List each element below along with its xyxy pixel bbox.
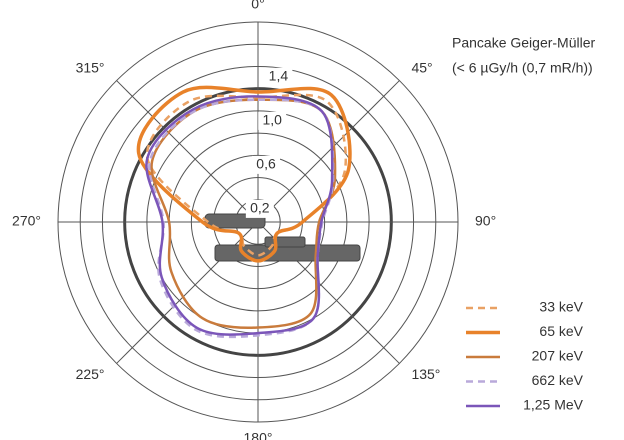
theta-tick-label: 225°: [76, 366, 105, 382]
legend-label: 33 keV: [539, 299, 583, 315]
spoke: [116, 80, 259, 223]
series-curve: [145, 95, 334, 336]
legend-label: 65 keV: [539, 323, 583, 339]
theta-tick-label: 0°: [251, 0, 264, 12]
theta-tick-label: 315°: [76, 59, 105, 75]
legend-label: 662 keV: [532, 372, 584, 388]
spoke: [257, 80, 400, 223]
theta-tick-label: 135°: [411, 366, 440, 382]
series-curve: [150, 98, 337, 330]
r-tick-label: 0,2: [250, 200, 270, 216]
legend-label: 207 keV: [532, 348, 584, 364]
annotation: Pancake Geiger-Müller: [452, 35, 596, 51]
r-tick-label-bg: [264, 67, 293, 86]
r-tick-label: 0,6: [256, 156, 276, 172]
r-tick-label-bg: [245, 199, 274, 218]
theta-tick-label: 180°: [244, 430, 273, 440]
theta-tick-label: 270°: [12, 213, 41, 229]
spoke: [116, 221, 259, 364]
r-tick-label: 1,4: [269, 68, 289, 84]
curves: [136, 85, 352, 339]
series-curve: [136, 85, 352, 263]
r-tick-label-bg: [258, 111, 287, 130]
legend-label: 1,25 MeV: [523, 397, 584, 413]
theta-tick-label: 90°: [475, 213, 496, 229]
detector-shape: [204, 213, 361, 262]
r-tick-label-bg: [252, 155, 281, 174]
annotation: (< 6 µGy/h (0,7 mR/h)): [452, 60, 593, 76]
r-tick-label: 1,0: [262, 112, 282, 128]
theta-tick-label: 45°: [411, 59, 432, 75]
